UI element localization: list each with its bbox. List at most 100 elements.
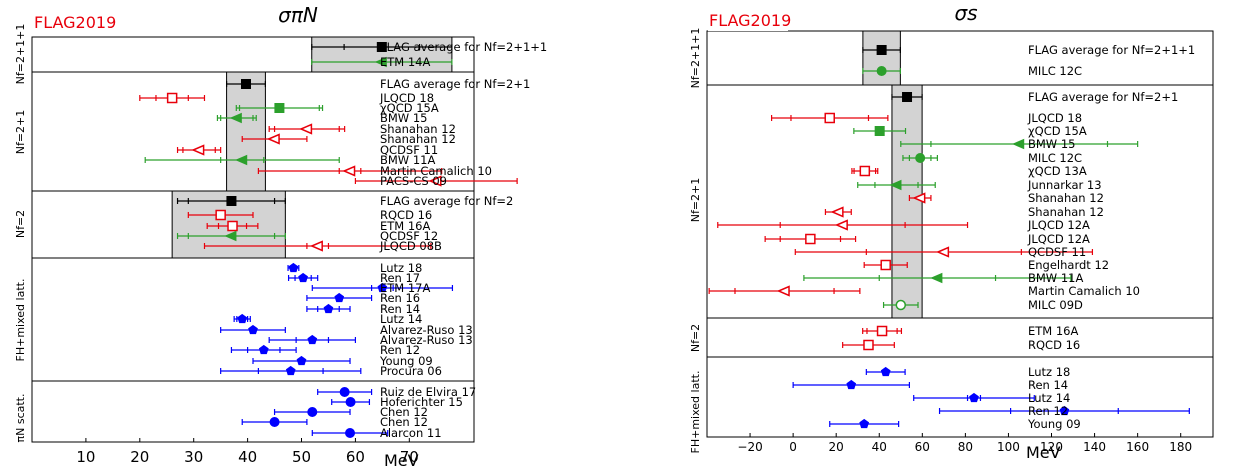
- average-band-2-1: [226, 71, 266, 192]
- entry-label-rqcd-16: RQCD 16: [1028, 338, 1080, 352]
- data-point-ren-14: [306, 303, 351, 314]
- data-point-chen-12: [241, 417, 308, 427]
- entry-label-lutz-18: Lutz 18: [380, 261, 422, 275]
- entry-label-ren-17: Ren 17: [380, 271, 420, 285]
- entry-label-jlqcd-12a: JLQCD 12A: [1027, 232, 1090, 246]
- entry-label-ren-16: Ren 16: [380, 291, 420, 305]
- entry-label-chen-12: Chen 12: [380, 415, 428, 429]
- data-point-shanahan-12: [241, 133, 308, 145]
- data-point-bmw-15: [900, 138, 1139, 150]
- entry-label-etm-17a: ETM 17A: [380, 281, 431, 295]
- data-point-flag-average-for-nf-2-1-1: [311, 42, 453, 52]
- entry-label-flag-average-for-nf-2-1: FLAG average for Nf=2+1: [380, 77, 530, 91]
- x-tick-label: 10: [76, 448, 95, 466]
- entry-label-flag-average-for-nf-2: FLAG average for Nf=2: [380, 194, 513, 208]
- data-point-jlqcd-12a: [764, 233, 857, 245]
- data-point-milc-12c: [862, 66, 901, 76]
- right-plot-frame: [706, 30, 1214, 438]
- data-point-shanahan-12: [908, 192, 932, 204]
- entry-label-lutz-14: Lutz 14: [380, 312, 422, 326]
- data-point-flag-average-for-nf-2: [176, 196, 286, 206]
- entry-label-bmw-15: BMW 15: [1028, 137, 1075, 151]
- x-tick-label: 20: [829, 440, 844, 454]
- entry-label-jlqcd-18: JLQCD 18: [1027, 111, 1082, 125]
- entry-label-engelhardt-12: Engelhardt 12: [1028, 258, 1109, 272]
- x-tick-label: 0: [789, 440, 797, 454]
- data-point-etm-16a: [862, 325, 903, 337]
- right-average-bands: [862, 30, 923, 319]
- entry-label-chen-12: Chen 12: [380, 405, 428, 419]
- data-point-qcd-15a: [853, 126, 907, 136]
- data-point-ren-16: [306, 292, 373, 303]
- entry-label-qcdsf-11: QCDSF 11: [380, 143, 438, 157]
- data-point-jlqcd-18: [770, 112, 889, 124]
- data-point-young-09: [829, 418, 900, 429]
- data-point-milc-12c: [902, 153, 938, 163]
- data-point-rqcd-16: [842, 339, 895, 351]
- data-point-ren-17: [287, 272, 319, 283]
- entry-label-ren-12: Ren 12: [1028, 404, 1068, 418]
- left-group-label-nf-2-1: Nf=2+1: [14, 110, 27, 155]
- entry-label-milc-12c: MILC 12C: [1028, 151, 1082, 165]
- left-group-label-nf-2: Nf=2: [14, 210, 27, 238]
- entry-label-bmw-11a: BMW 11A: [380, 153, 435, 167]
- data-point-martin-camalich-10: [257, 165, 443, 177]
- entry-label-milc-09d: MILC 09D: [1028, 298, 1083, 312]
- data-point-etm-17a: [311, 282, 454, 293]
- left-group-dividers: [32, 71, 474, 382]
- entry-label-ruiz-de-elvira-17: Ruiz de Elvira 17: [380, 385, 476, 399]
- data-point-qcdsf-12: [176, 230, 286, 242]
- entry-label-flag-average-for-nf-2-1-1: FLAG average for Nf=2+1+1: [380, 40, 547, 54]
- entry-label-ren-14: Ren 14: [380, 302, 420, 316]
- entry-label-procura-06: Procura 06: [380, 364, 442, 378]
- data-point-pacs-cs-09: [354, 175, 518, 187]
- data-point-martin-camalich-10: [708, 285, 861, 297]
- entry-label-ren-12: Ren 12: [380, 343, 420, 357]
- entry-label-hoferichter-15: Hoferichter 15: [380, 395, 463, 409]
- x-tick-label: 100: [997, 440, 1020, 454]
- left-unit-label: MeV: [384, 451, 419, 469]
- x-tick-label: 60: [915, 440, 930, 454]
- left-x-ticks: 10 20 30 40 50 60 70: [76, 438, 419, 466]
- x-tick-label: −20: [737, 440, 762, 454]
- x-tick-label: 20: [130, 448, 149, 466]
- data-point-lutz-18: [865, 366, 906, 377]
- data-point-ren-12: [230, 344, 297, 355]
- x-tick-label: 40: [238, 448, 257, 466]
- data-point-alvarez-ruso-13: [220, 324, 286, 335]
- entry-label-pacs-cs-09: PACS-CS 09: [380, 174, 447, 188]
- left-group-label-piN-scatt: πN scatt.: [14, 394, 27, 443]
- data-point-alarcon-11: [311, 428, 389, 438]
- right-flag-label: FLAG2019: [709, 11, 791, 30]
- average-band-2-1-1: [862, 30, 901, 86]
- entry-label-qcdsf-12: QCDSF 12: [380, 229, 438, 243]
- data-point-shanahan-12: [824, 206, 852, 218]
- left-data-points: [139, 42, 518, 438]
- entry-label-rqcd-16: RQCD 16: [380, 208, 432, 222]
- entry-label-young-09: Young 09: [1027, 417, 1081, 431]
- x-tick-label: 180: [1169, 440, 1192, 454]
- right-group-label-nf-2-1-1: Nf=2+1+1: [689, 28, 702, 89]
- entry-label-bmw-11a: BMW 11A: [1028, 271, 1083, 285]
- data-point-jlqcd-18: [139, 92, 206, 104]
- data-point-rqcd-16: [187, 209, 254, 221]
- average-band-2-1: [891, 84, 923, 319]
- entry-label-shanahan-12: Shanahan 12: [380, 132, 456, 146]
- entry-label-flag-average-for-nf-2-1: FLAG average for Nf=2+1: [1028, 90, 1178, 104]
- entry-label-qcdsf-11: QCDSF 11: [1028, 245, 1086, 259]
- data-point-alvarez-ruso-13: [268, 334, 357, 345]
- entry-label-alvarez-ruso-13: Alvarez-Ruso 13: [380, 323, 473, 337]
- x-tick-label: 50: [292, 448, 311, 466]
- data-point-qcdsf-11: [176, 144, 222, 156]
- right-group-label-nf-2: Nf=2: [689, 324, 702, 352]
- x-tick-label: 70: [400, 448, 419, 466]
- left-flag-label: FLAG2019: [34, 13, 116, 32]
- entry-label-shanahan-12: Shanahan 12: [1028, 205, 1104, 219]
- right-x-ticks: −20 0 20 40 60 80 100 120 140 160 180: [737, 433, 1192, 454]
- data-point-bmw-11a: [144, 154, 340, 166]
- data-point-engelhardt-12: [863, 259, 908, 271]
- entry-label-milc-12c: MILC 12C: [1028, 64, 1082, 78]
- right-group-dividers: [707, 84, 1213, 358]
